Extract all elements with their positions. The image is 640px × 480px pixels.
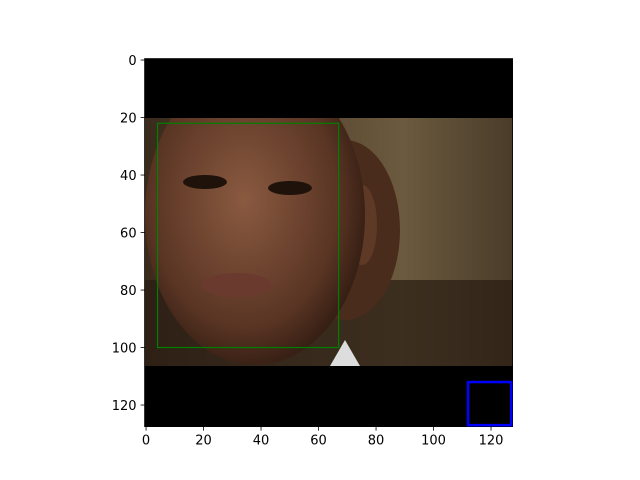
y-tick-label: 80: [120, 284, 137, 299]
x-tick-label: 0: [142, 434, 150, 449]
image: [144, 58, 513, 427]
y-tick-label: 60: [120, 227, 137, 242]
x-tick-label: 20: [195, 434, 212, 449]
eye: [183, 175, 227, 189]
x-tick-label: 80: [368, 434, 385, 449]
bounding-box: [466, 380, 513, 427]
y-tick-label: 0: [128, 54, 136, 69]
bounding-box: [156, 122, 340, 349]
y-tick-label: 40: [120, 169, 137, 184]
eye: [268, 181, 312, 195]
mouth: [202, 273, 272, 297]
x-tick-label: 120: [479, 434, 504, 449]
collar: [330, 340, 360, 366]
x-tick-label: 60: [310, 434, 327, 449]
photo: [144, 118, 513, 366]
y-tick-label: 20: [120, 112, 137, 127]
y-tick-label: 100: [112, 342, 137, 357]
x-tick-label: 40: [253, 434, 270, 449]
y-tick-label: 120: [112, 399, 137, 414]
axes-frame: [144, 58, 514, 427]
x-tick-label: 100: [421, 434, 446, 449]
